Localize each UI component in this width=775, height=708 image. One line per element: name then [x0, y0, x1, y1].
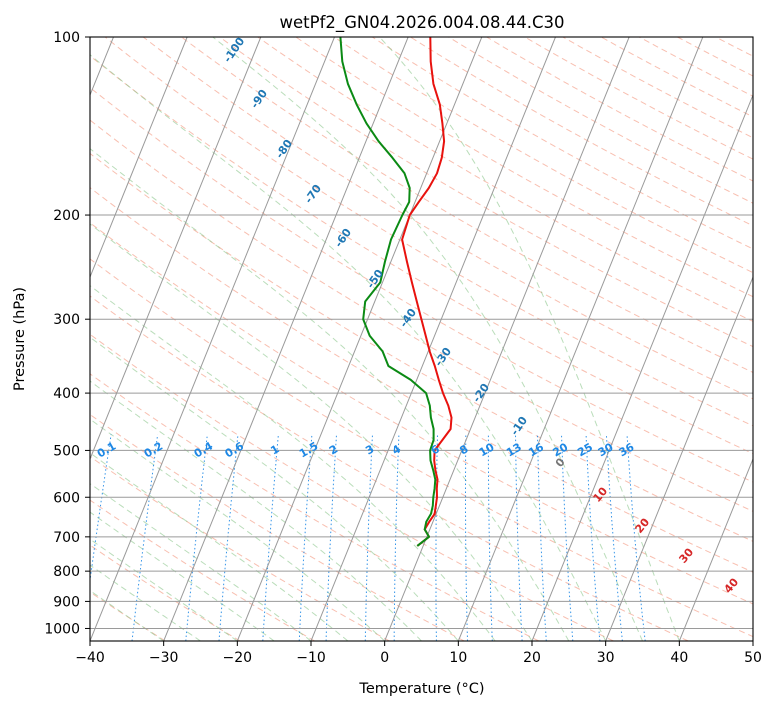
isotherm-line	[163, 37, 409, 641]
moist-adiabat-line	[90, 589, 164, 641]
y-tick-label: 200	[53, 208, 80, 224]
moist-adiabat-line	[90, 147, 570, 641]
mixing-ratio-line	[325, 434, 337, 641]
isotherm-line	[605, 275, 753, 641]
dry-adiabat-line	[754, 37, 775, 641]
mixing-ratio-line	[131, 434, 159, 641]
isotherm-line	[90, 37, 335, 641]
moist-adiabat-line	[90, 380, 422, 641]
y-axis-label: Pressure (hPa)	[12, 287, 28, 391]
x-tick-label: 0	[380, 650, 389, 666]
dry-adiabat-line	[181, 37, 753, 374]
mixing-ratio-line	[487, 434, 493, 641]
x-tick-label: 20	[523, 650, 541, 666]
dry-adiabat-line	[90, 295, 689, 641]
mixing-ratio-line	[605, 434, 623, 641]
plot-frame	[89, 36, 754, 642]
mixing-ratio-line	[626, 434, 646, 641]
moist-adiabat-line	[90, 452, 349, 641]
dewpoint-profile	[339, 37, 437, 547]
dry-adiabat-line	[90, 455, 390, 641]
dry-adiabat-line	[90, 55, 753, 455]
y-tick-label: 800	[53, 564, 80, 580]
isotherm-line	[678, 457, 753, 641]
y-tick-label: 600	[53, 490, 80, 506]
moist-adiabat-line	[379, 37, 680, 641]
isotherm-line	[236, 37, 483, 641]
x-tick-label: −30	[149, 650, 179, 666]
y-tick-label: 400	[53, 386, 80, 402]
moist-adiabat-line	[90, 54, 607, 641]
moist-adiabat-line	[90, 511, 275, 641]
dry-adiabat-line	[90, 333, 614, 641]
isotherm-line	[752, 639, 753, 641]
mixing-ratio-line	[537, 434, 547, 641]
dry-adiabat-line	[90, 499, 315, 641]
dry-adiabat-line	[104, 37, 753, 427]
mixing-ratio-line	[185, 434, 208, 641]
x-tick-label: −20	[223, 650, 253, 666]
moist-adiabat-line	[90, 223, 533, 641]
dry-adiabat-line	[90, 258, 753, 638]
isotherm-line	[90, 37, 188, 279]
isotherm-line	[90, 37, 262, 461]
dry-adiabat-line	[142, 37, 753, 400]
isotherm-line	[310, 37, 556, 641]
dry-adiabat-line	[219, 37, 753, 348]
x-tick-label: −40	[75, 650, 105, 666]
chart-title: wetPf2_GN04.2026.004.08.44.C30	[280, 13, 565, 33]
mixing-ratio-line	[298, 434, 313, 641]
y-tick-label: 1000	[44, 621, 80, 637]
temperature-profile	[401, 37, 453, 547]
moist-adiabat-line	[90, 564, 201, 641]
y-tick-label: 700	[53, 530, 80, 546]
mixing-ratio-line	[364, 434, 373, 641]
x-tick-label: 30	[597, 650, 615, 666]
dry-adiabat-line	[90, 222, 753, 605]
x-tick-label: 50	[744, 650, 762, 666]
x-tick-label: −10	[296, 650, 326, 666]
moist-adiabat-line	[212, 37, 643, 641]
mixing-ratio-line	[585, 434, 601, 641]
y-tick-label: 300	[53, 312, 80, 328]
mixing-ratio-line	[465, 434, 468, 641]
data-traces	[339, 37, 453, 547]
mixing-ratio-line	[515, 434, 523, 641]
y-tick-label: 100	[53, 30, 80, 46]
dry-adiabat-line	[90, 187, 753, 573]
mixing-ratio-line	[561, 434, 574, 641]
mixing-ratio-line	[218, 434, 239, 641]
x-tick-label: 40	[670, 650, 688, 666]
mixing-ratio-line	[262, 434, 279, 641]
moist-adiabat-line	[90, 538, 238, 641]
isotherm-line	[531, 93, 753, 641]
mixing-ratio-line	[435, 434, 438, 641]
isotherm-line	[457, 37, 704, 641]
axes: −40 −30 −20 −10 0 10 20 30 40 50 1000 900 800 700 600 5…	[44, 30, 762, 666]
moist-adiabat-line	[90, 418, 386, 641]
moist-adiabat-line	[90, 285, 496, 641]
x-axis-label: Temperature (°C)	[358, 681, 484, 697]
y-tick-label: 900	[53, 594, 80, 610]
x-tick-label: 10	[449, 650, 467, 666]
y-tick-label: 500	[53, 443, 80, 459]
